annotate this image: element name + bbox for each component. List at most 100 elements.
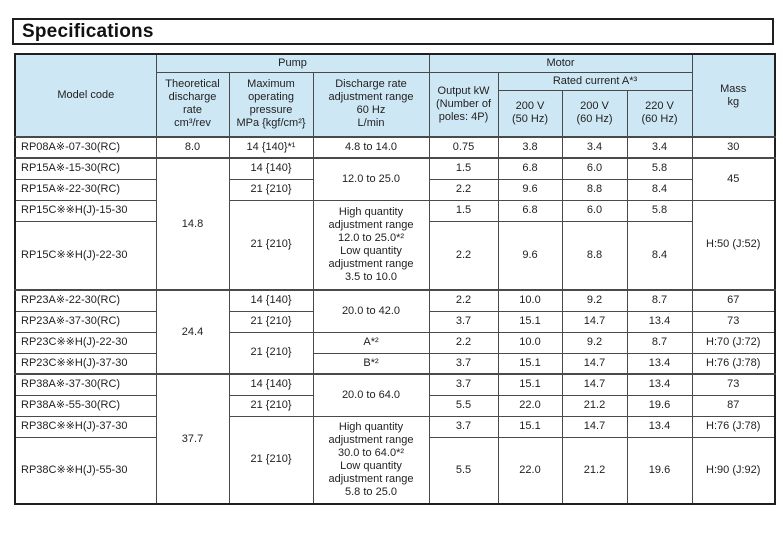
mass-cell: 73 (691, 310, 776, 333)
current-200v-60hz-cell: 14.7 (561, 352, 628, 375)
mass-cell: 87 (691, 394, 776, 417)
current-200v-50hz-cell: 15.1 (497, 310, 563, 333)
model-code-cell: RP38C※※H(J)-37-30 (14, 415, 157, 438)
current-220v-60hz-cell: 13.4 (626, 415, 693, 438)
header-max-pressure: Maximum operating pressure MPa {kgf/cm²} (228, 71, 314, 138)
model-code-cell: RP38A※-55-30(RC) (14, 394, 157, 417)
current-220v-60hz-cell: 5.8 (626, 199, 693, 222)
model-code-cell: RP15C※※H(J)-15-30 (14, 199, 157, 222)
adjustment-range-cell: High quantity adjustment range 12.0 to 2… (312, 199, 430, 291)
current-220v-60hz-cell: 13.4 (626, 310, 693, 333)
pressure-cell: 14 {140} (228, 157, 314, 180)
header-220v-60hz: 220 V (60 Hz) (626, 89, 693, 138)
adjustment-range-cell: 12.0 to 25.0 (312, 157, 430, 201)
table-row: RP23C※※H(J)-22-30 21 {210} A*² 2.2 10.0 … (14, 331, 776, 375)
current-200v-60hz-cell: 21.2 (561, 436, 628, 505)
discharge-rate-cell: 14.8 (155, 157, 230, 291)
table-row: RP15C※※H(J)-22-30 2.2 9.6 8.8 8.4 (14, 220, 775, 291)
mass-cell: 67 (691, 289, 776, 312)
pressure-cell: 14 {140} (228, 373, 314, 396)
adjustment-range-cell: B*² (312, 352, 430, 375)
output-kw-cell: 2.2 (428, 178, 499, 201)
table-row: RP23A※-22-30(RC) 24.4 14 {140} 20.0 to 4… (14, 289, 776, 375)
output-kw-cell: 1.5 (428, 199, 499, 222)
page-title-box: Specifications (12, 18, 774, 45)
header-discharge-range: Discharge rate adjustment range 60 Hz L/… (312, 71, 430, 138)
header-model-code: Model code (14, 53, 157, 138)
adjustment-range-cell: 20.0 to 42.0 (312, 289, 430, 333)
output-kw-cell: 1.5 (428, 157, 499, 180)
output-kw-cell: 3.7 (428, 415, 499, 438)
header-row-sub: Theoretical discharge rate cm³/rev Maxim… (15, 71, 775, 138)
current-200v-60hz-cell: 6.0 (561, 199, 628, 222)
current-200v-60hz-cell: 9.2 (561, 331, 628, 354)
adjustment-range-cell: 4.8 to 14.0 (312, 136, 430, 159)
mass-cell: 45 (691, 157, 776, 201)
header-200v-60hz: 200 V (60 Hz) (561, 89, 628, 138)
pressure-cell: 21 {210} (228, 415, 314, 505)
pressure-cell: 21 {210} (228, 178, 314, 201)
model-code-cell: RP23C※※H(J)-22-30 (14, 331, 157, 354)
pressure-cell: 14 {140}*¹ (228, 136, 314, 159)
current-200v-50hz-cell: 15.1 (497, 415, 563, 438)
current-200v-50hz-cell: 6.8 (497, 199, 563, 222)
current-220v-60hz-cell: 13.4 (626, 352, 693, 375)
adjustment-range-cell: A*² (312, 331, 430, 354)
table-row: RP15A※-15-30(RC) 14.8 14 {140} 12.0 to 2… (14, 157, 776, 291)
current-200v-50hz-cell: 22.0 (497, 394, 563, 417)
header-rated-current: Rated current A*³ (497, 71, 693, 91)
mass-cell: H:76 (J:78) (691, 415, 776, 438)
current-220v-60hz-cell: 19.6 (626, 436, 693, 505)
current-220v-60hz-cell: 8.4 (626, 220, 693, 291)
current-200v-60hz-cell: 14.7 (561, 373, 628, 396)
header-theoretical-discharge: Theoretical discharge rate cm³/rev (155, 71, 230, 138)
current-200v-50hz-cell: 10.0 (497, 289, 563, 312)
discharge-rate-cell: 37.7 (155, 373, 230, 505)
model-code-cell: RP23A※-37-30(RC) (14, 310, 157, 333)
current-220v-60hz-cell: 3.4 (626, 136, 693, 159)
current-220v-60hz-cell: 13.4 (626, 373, 693, 396)
mass-cell: H:70 (J:72) (691, 331, 776, 354)
pressure-cell: 21 {210} (228, 199, 314, 291)
current-200v-50hz-cell: 9.6 (497, 178, 563, 201)
table-row: RP38C※※H(J)-55-30 5.5 22.0 21.2 19.6 H:9… (14, 436, 776, 505)
output-kw-cell: 3.7 (428, 373, 499, 396)
current-220v-60hz-cell: 8.7 (626, 289, 693, 312)
mass-cell: H:90 (J:92) (691, 436, 776, 505)
current-200v-50hz-cell: 15.1 (497, 352, 563, 375)
page-title: Specifications (22, 20, 154, 42)
header-200v-50hz: 200 V (50 Hz) (497, 89, 563, 138)
mass-cell: H:50 (J:52) (691, 199, 776, 291)
model-code-cell: RP08A※-07-30(RC) (14, 136, 157, 159)
table-row: RP38A※-37-30(RC) 37.7 14 {140} 20.0 to 6… (14, 373, 776, 505)
pressure-cell: 14 {140} (228, 289, 314, 312)
current-200v-60hz-cell: 8.8 (561, 220, 628, 291)
header-mass: Mass kg (691, 53, 776, 138)
output-kw-cell: 3.7 (428, 352, 499, 375)
model-code-cell: RP38A※-37-30(RC) (14, 373, 157, 396)
output-kw-cell: 3.7 (428, 310, 499, 333)
model-code-cell: RP15A※-22-30(RC) (14, 178, 157, 201)
output-kw-cell: 5.5 (428, 394, 499, 417)
table-row: RP15C※※H(J)-15-30 21 {210} High quantity… (14, 199, 776, 291)
pressure-cell: 21 {210} (228, 331, 314, 375)
mass-cell: H:76 (J:78) (691, 352, 776, 375)
current-200v-60hz-cell: 21.2 (561, 394, 628, 417)
header-row-groups: Model code Pump Motor Mass kg (14, 53, 776, 138)
output-kw-cell: 0.75 (428, 136, 499, 159)
pressure-cell: 21 {210} (228, 310, 314, 333)
current-200v-60hz-cell: 8.8 (561, 178, 628, 201)
current-200v-50hz-cell: 15.1 (497, 373, 563, 396)
current-220v-60hz-cell: 5.8 (626, 157, 693, 180)
adjustment-range-cell: High quantity adjustment range 30.0 to 6… (312, 415, 430, 505)
table-row: RP38A※-55-30(RC) 21 {210} 5.5 22.0 21.2 … (14, 394, 776, 417)
current-200v-60hz-cell: 9.2 (561, 289, 628, 312)
table-row: RP38C※※H(J)-37-30 21 {210} High quantity… (14, 415, 776, 505)
output-kw-cell: 2.2 (428, 289, 499, 312)
discharge-rate-cell: 24.4 (155, 289, 230, 375)
header-motor-group: Motor (428, 53, 693, 73)
current-200v-50hz-cell: 10.0 (497, 331, 563, 354)
header-output-kw: Output kW (Number of poles: 4P) (428, 71, 499, 138)
output-kw-cell: 5.5 (428, 436, 499, 505)
model-code-cell: RP23C※※H(J)-37-30 (14, 352, 157, 375)
